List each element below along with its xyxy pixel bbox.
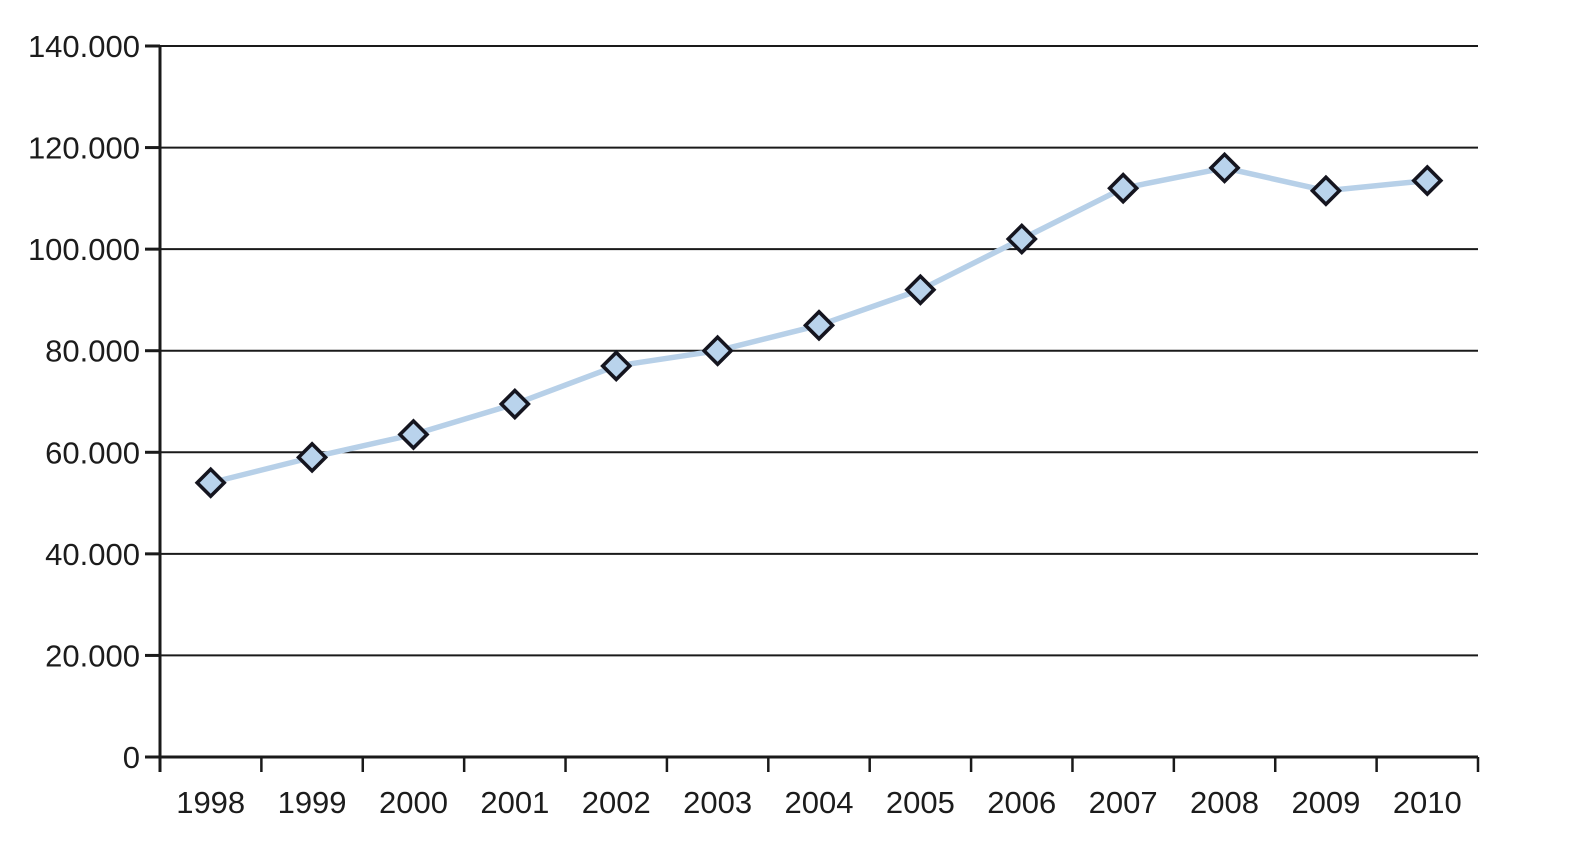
x-tick-label: 2006 (987, 785, 1056, 820)
x-tick-label: 1999 (278, 785, 347, 820)
y-tick-label: 140.000 (28, 29, 140, 64)
x-tick-label: 2004 (785, 785, 854, 820)
x-tick-label: 2003 (683, 785, 752, 820)
data-point-marker-2002 (600, 349, 633, 382)
y-tick-label: 100.000 (28, 232, 140, 267)
data-point-marker-2009 (1309, 174, 1342, 207)
data-point-marker-2010 (1411, 164, 1444, 197)
data-point-marker-2006 (1005, 222, 1038, 256)
y-tick-label: 0 (123, 740, 140, 775)
data-point-marker-2000 (397, 418, 430, 451)
data-point-marker-2003 (701, 334, 734, 367)
y-tick-label: 60.000 (45, 435, 140, 470)
data-point-marker-1998 (194, 466, 227, 499)
y-tick-label: 80.000 (45, 334, 140, 369)
data-point-marker-2005 (904, 273, 937, 306)
data-point-marker-1999 (296, 441, 329, 474)
data-point-marker-2001 (498, 387, 531, 421)
x-tick-label: 2007 (1089, 785, 1158, 820)
x-tick-label: 2008 (1190, 785, 1259, 820)
x-tick-label: 1998 (176, 785, 245, 820)
data-point-marker-2004 (802, 309, 836, 342)
data-point-marker-2008 (1208, 151, 1241, 184)
x-tick-label: 2000 (379, 785, 448, 820)
x-tick-label: 2010 (1393, 785, 1462, 820)
x-tick-label: 2002 (582, 785, 651, 820)
y-tick-label: 20.000 (45, 638, 140, 673)
y-tick-label: 40.000 (45, 537, 140, 572)
x-tick-label: 2001 (480, 785, 549, 820)
x-tick-label: 2005 (886, 785, 955, 820)
y-tick-label: 120.000 (28, 131, 140, 166)
data-point-marker-2007 (1107, 172, 1140, 205)
x-tick-label: 2009 (1291, 785, 1360, 820)
